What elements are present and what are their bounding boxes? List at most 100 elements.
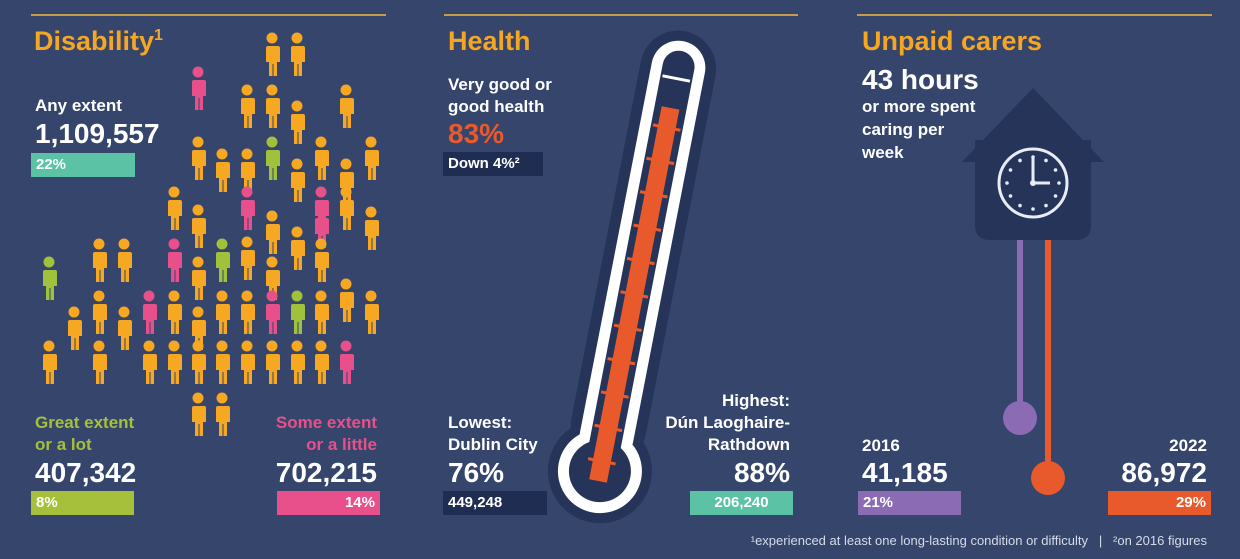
- label: Lowest:: [448, 413, 513, 432]
- person-icon: [266, 136, 280, 180]
- clock-tick: [1031, 207, 1035, 211]
- person-icon: [216, 340, 230, 384]
- thermo-tick: [587, 457, 616, 466]
- person-icon: [340, 84, 354, 128]
- value: 88%: [733, 457, 790, 488]
- person-icon: [216, 290, 230, 334]
- count-box: 449,248: [443, 491, 547, 515]
- clock-tick: [1053, 194, 1058, 198]
- rule: [857, 14, 1212, 16]
- pct-box: 8%: [31, 491, 134, 515]
- people-icons: [43, 32, 379, 436]
- thermo-tick: [594, 423, 623, 433]
- label: Very good or: [448, 75, 552, 94]
- person-icon: [291, 226, 305, 270]
- cuckoo-clock: [962, 88, 1104, 495]
- label: good health: [448, 97, 545, 116]
- clock-tick: [1008, 168, 1013, 172]
- count-box: 206,240: [690, 491, 793, 515]
- clock-tick: [1044, 203, 1048, 208]
- person-icon: [93, 290, 107, 334]
- person-icon: [315, 136, 329, 180]
- person-icon: [365, 290, 379, 334]
- clock-tick: [1018, 203, 1022, 208]
- section-title: Health: [448, 26, 531, 56]
- thermo-tick: [626, 256, 655, 266]
- thermo-tick: [652, 123, 681, 132]
- person-icon: [340, 186, 354, 230]
- thermo-tick: [613, 323, 642, 332]
- label: caring per: [862, 120, 945, 139]
- person-icon: [241, 186, 255, 230]
- clock-tick: [1018, 158, 1022, 163]
- value: 1,109,557: [35, 118, 160, 149]
- clock-tick: [1053, 168, 1058, 172]
- person-icon: [340, 278, 354, 322]
- person-icon: [315, 238, 329, 282]
- footnote: ¹experienced at least one long-lasting c…: [750, 533, 1207, 548]
- pct-box: 21%: [858, 491, 961, 515]
- pct-box: 14%: [277, 491, 380, 515]
- person-icon: [93, 238, 107, 282]
- person-icon: [216, 392, 230, 436]
- person-icon: [241, 148, 255, 192]
- thermometer: [547, 30, 717, 524]
- person-icon: [291, 100, 305, 144]
- person-icon: [216, 238, 230, 282]
- label: or more spent: [862, 97, 976, 116]
- pct-box: 29%: [1108, 491, 1211, 515]
- person-icon: [291, 158, 305, 202]
- value: 86,972: [1121, 457, 1207, 488]
- person-icon: [266, 32, 280, 76]
- label: Great extent: [35, 413, 135, 432]
- clock-tick: [1031, 155, 1035, 159]
- label: Any extent: [35, 96, 122, 115]
- person-icon: [241, 340, 255, 384]
- section-title: Disability1: [34, 26, 163, 56]
- clock-tick: [1005, 181, 1009, 185]
- person-icon: [241, 290, 255, 334]
- label: Some extent: [275, 413, 377, 432]
- person-icon: [93, 340, 107, 384]
- person-icon: [241, 84, 255, 128]
- person-icon: [168, 238, 182, 282]
- label: week: [862, 143, 904, 162]
- person-icon: [68, 306, 82, 350]
- person-icon: [192, 340, 206, 384]
- value: 43 hours: [862, 64, 979, 95]
- thermo-tick: [607, 357, 636, 366]
- person-icon: [192, 66, 206, 110]
- rule: [31, 14, 386, 16]
- value: 41,185: [862, 457, 948, 488]
- person-icon: [168, 290, 182, 334]
- thermo-tick: [620, 290, 649, 299]
- thermo-tick: [639, 190, 668, 199]
- label: or a lot: [35, 435, 92, 454]
- person-icon: [266, 210, 280, 254]
- person-icon: [241, 236, 255, 280]
- thermo-tick: [646, 156, 675, 166]
- value: 76%: [448, 457, 505, 488]
- clock-tick: [1044, 158, 1048, 163]
- clock-tick: [1057, 181, 1061, 185]
- label: Rathdown: [707, 435, 790, 454]
- person-icon: [266, 84, 280, 128]
- person-icon: [118, 306, 132, 350]
- person-icon: [168, 340, 182, 384]
- person-icon: [192, 392, 206, 436]
- person-icon: [266, 290, 280, 334]
- person-icon: [291, 340, 305, 384]
- label: Dún Laoghaire-: [665, 413, 790, 432]
- change-box: Down 4%²: [443, 152, 543, 176]
- person-icon: [43, 256, 57, 300]
- thermo-tick: [662, 74, 691, 83]
- person-icon: [143, 340, 157, 384]
- value: 407,342: [35, 457, 137, 488]
- rule: [444, 14, 798, 16]
- label: Highest:: [722, 391, 790, 410]
- value: 83%: [448, 118, 505, 149]
- person-icon: [315, 340, 329, 384]
- label: 2016: [862, 436, 900, 455]
